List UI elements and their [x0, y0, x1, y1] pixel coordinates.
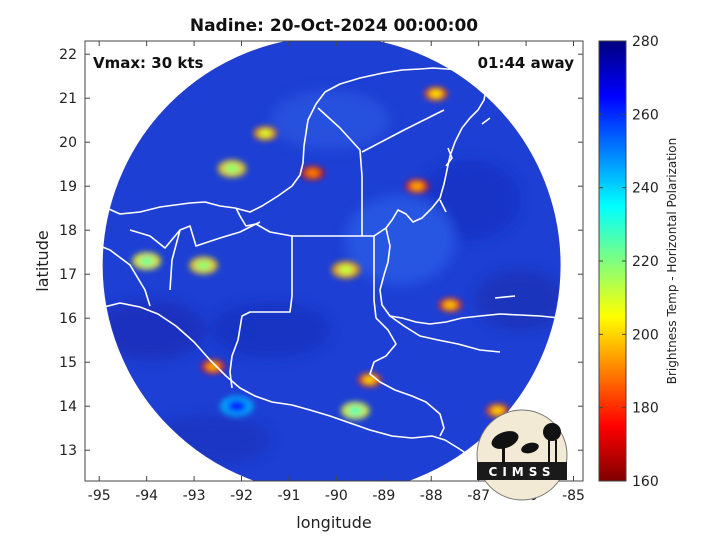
- warm-spot: [363, 375, 376, 384]
- x-tick-label: -91: [278, 488, 301, 504]
- x-tick-label: -88: [420, 488, 443, 504]
- y-axis-ticks: 13 14 15 16 17 18 19 20 21 22: [59, 47, 583, 459]
- coastlines-borders: [85, 67, 583, 463]
- colorbar-tick-label: 220: [632, 254, 659, 270]
- colorbar-tick-label: 180: [632, 401, 659, 417]
- x-tick-label: -95: [88, 488, 111, 504]
- plot-frame: [84, 40, 584, 482]
- warm-spot: [224, 163, 240, 174]
- colorbar-label: Brightness Temp - Horizontal Polarizatio…: [665, 138, 679, 385]
- x-tick-label: -94: [135, 488, 158, 504]
- colorbar-gradient: [598, 40, 627, 482]
- warm-spot: [429, 89, 443, 98]
- colorbar: 280 260 240 220 200 180 160 Brightness Temp - …: [598, 34, 679, 490]
- y-tick-label: 15: [59, 355, 77, 371]
- warm-spot: [338, 264, 354, 275]
- warm-spot: [258, 129, 272, 138]
- x-axis-label: longitude: [296, 513, 371, 532]
- y-axis-label: latitude: [33, 230, 52, 291]
- colorbar-tick-label: 160: [632, 474, 659, 490]
- warm-spot: [491, 406, 504, 415]
- y-tick-label: 17: [59, 267, 77, 283]
- colorbar-tick-label: 200: [632, 327, 659, 343]
- warm-spot-layer: [132, 86, 510, 420]
- y-tick-label: 13: [59, 443, 77, 459]
- y-tick-label: 19: [59, 179, 77, 195]
- y-tick-label: 22: [59, 47, 77, 63]
- colorbar-tick-label: 280: [632, 34, 659, 50]
- colorbar-ticks: 280 260 240 220 200 180 160: [599, 34, 659, 490]
- x-tick-label: -87: [467, 488, 490, 504]
- plot-area: [85, 41, 583, 481]
- colorbar-tick-label: 240: [632, 181, 659, 197]
- y-tick-label: 18: [59, 223, 77, 239]
- colorbar-tick-label: 260: [632, 107, 659, 123]
- x-tick-label: -89: [372, 488, 395, 504]
- map-title: Nadine: 20-Oct-2024 00:00:00: [190, 16, 478, 36]
- warm-spot: [443, 300, 457, 310]
- y-tick-label: 21: [59, 91, 77, 107]
- svg-text:CIMSS: CIMSS: [489, 465, 556, 479]
- x-tick-label: -90: [325, 488, 348, 504]
- y-tick-label: 16: [59, 311, 77, 327]
- vmax-label: Vmax: 30 kts: [93, 54, 203, 72]
- y-tick-label: 20: [59, 135, 77, 151]
- x-tick-label: -93: [183, 488, 206, 504]
- warm-spot: [306, 168, 319, 178]
- x-tick-label: -92: [230, 488, 253, 504]
- warm-spot: [206, 362, 220, 371]
- x-tick-label: -85: [562, 488, 585, 504]
- warm-spot: [138, 256, 155, 266]
- warm-spot: [195, 260, 212, 271]
- y-tick-label: 14: [59, 399, 77, 415]
- time-away-label: 01:44 away: [478, 54, 575, 72]
- warm-spot: [410, 182, 424, 191]
- warm-spot: [227, 400, 246, 413]
- cimss-logo: CIMSS: [476, 409, 568, 501]
- warm-spot: [347, 405, 364, 416]
